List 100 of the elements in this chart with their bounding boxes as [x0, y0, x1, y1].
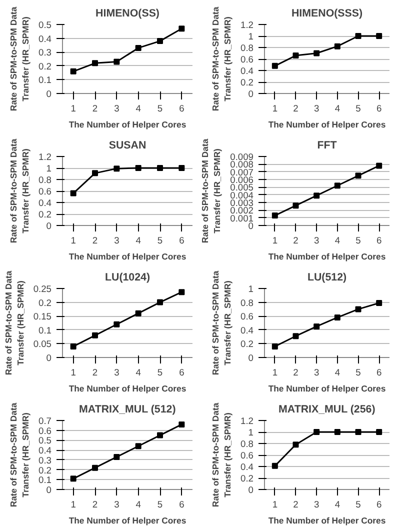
x-tick-label: 6 — [376, 236, 382, 246]
x-tick-label: 2 — [92, 500, 98, 510]
y-tick-label: 0.3 — [38, 455, 52, 466]
chart-title: FFT — [317, 140, 338, 152]
y-tick-label: 0 — [248, 221, 254, 231]
y-tick-label: 0 — [46, 353, 52, 363]
x-tick-label: 5 — [157, 236, 163, 246]
y-tick-label: 0.2 — [240, 339, 254, 350]
chart-title: LU(1024) — [104, 272, 150, 284]
x-axis-title: The Number of Helper Cores — [68, 384, 186, 394]
y-tick-label: 0.007 — [230, 167, 254, 178]
y-axis-title: Rate of SPM-to-SPM Data Transfer (HR_SPMR) — [210, 270, 233, 376]
chart-title: HIMENO(SSS) — [291, 8, 363, 20]
x-tick-label: 3 — [114, 368, 120, 378]
x-tick-label: 6 — [376, 104, 382, 114]
x-tick-label: 5 — [157, 500, 163, 510]
y-tick-label: 0.4 — [38, 34, 52, 44]
x-tick-label: 3 — [314, 236, 320, 246]
y-tick-label: 1.2 — [38, 152, 52, 162]
x-tick-label: 6 — [376, 368, 382, 378]
x-tick-label: 4 — [334, 368, 340, 378]
x-axis-title: The Number of Helper Cores — [268, 252, 386, 262]
y-tick-label: 0.2 — [38, 61, 52, 72]
x-tick-label: 1 — [272, 368, 278, 378]
x-tick-label: 4 — [334, 104, 340, 114]
y-tick-label: 0.4 — [38, 198, 52, 208]
y-axis-title: Rate of SPM-to-SPM Data Transfer (HR_SPMR) — [200, 138, 222, 244]
y-tick-label: 1 — [248, 428, 254, 438]
y-tick-label: 0 — [46, 221, 52, 231]
x-tick-label: 1 — [272, 104, 278, 114]
x-tick-label: 1 — [70, 104, 76, 114]
x-tick-label: 1 — [272, 236, 278, 246]
y-tick-label: 0.6 — [240, 54, 254, 64]
y-tick-label: 0.6 — [240, 450, 254, 460]
y-axis-title: Rate of SPM-to-SPM Data Transfer (HR_SPMR) — [8, 402, 31, 508]
x-tick-label: 3 — [114, 236, 120, 246]
y-tick-label: 0 — [46, 485, 52, 495]
y-tick-label: 0.004 — [230, 190, 254, 200]
y-tick-label: 0.2 — [38, 465, 52, 476]
x-tick-label: 3 — [314, 500, 320, 510]
y-tick-label: 0.4 — [240, 462, 254, 472]
x-tick-label: 4 — [136, 500, 141, 510]
y-tick-label: 1 — [248, 32, 254, 42]
y-tick-label: 0.008 — [230, 160, 254, 170]
x-tick-label: 4 — [136, 104, 141, 114]
x-tick-label: 5 — [356, 104, 361, 114]
chart-title: SUSAN — [108, 140, 146, 152]
x-tick-label: 4 — [334, 236, 340, 246]
x-tick-label: 2 — [293, 500, 298, 510]
y-tick-label: 0.6 — [240, 312, 254, 322]
y-tick-label: 0.006 — [230, 175, 254, 185]
y-tick-label: 0.002 — [230, 206, 254, 216]
x-axis-title: The Number of Helper Cores — [268, 120, 386, 130]
x-tick-label: 5 — [356, 500, 361, 510]
y-tick-label: 0 — [248, 89, 254, 99]
y-tick-label: 0.2 — [240, 78, 254, 88]
y-tick-label: 0.003 — [230, 198, 254, 208]
x-axis-title: The Number of Helper Cores — [68, 516, 186, 526]
x-axis-title: The Number of Helper Cores — [268, 516, 386, 526]
x-tick-label: 6 — [179, 236, 184, 246]
y-tick-label: 1.2 — [240, 416, 254, 426]
y-tick-label: 0.6 — [38, 186, 52, 196]
chart-title: MATRIX_MUL (256) — [278, 404, 376, 416]
y-tick-label: 0.8 — [240, 298, 254, 308]
x-tick-label: 4 — [334, 500, 340, 510]
x-tick-label: 1 — [70, 500, 76, 510]
y-tick-label: 0.6 — [38, 426, 52, 436]
y-tick-label: 0.001 — [230, 213, 254, 224]
y-axis-title: Rate of SPM-to-SPM Data Transfer (HR_SPMR) — [210, 402, 233, 508]
x-tick-label: 6 — [179, 500, 184, 510]
y-tick-label: 0.1 — [38, 75, 52, 86]
y-tick-label: 0.8 — [240, 439, 254, 449]
y-axis-title: Rate of SPM-to-SPM Data Transfer (HR_SPMR) — [3, 270, 26, 376]
y-tick-label: 0.25 — [33, 284, 52, 294]
y-tick-label: 0.7 — [38, 416, 52, 426]
chart-title: MATRIX_MUL (512) — [79, 404, 176, 416]
y-tick-label: 1 — [46, 164, 52, 174]
y-tick-label: 0.05 — [33, 339, 52, 350]
x-tick-label: 2 — [293, 104, 298, 114]
x-tick-label: 2 — [293, 368, 298, 378]
x-axis-title: The Number of Helper Cores — [68, 252, 186, 262]
x-tick-label: 5 — [157, 104, 163, 114]
x-tick-label: 3 — [314, 368, 320, 378]
y-axis-title: Rate of SPM-to-SPM Data Transfer (HR_SPMR) — [8, 6, 31, 112]
y-tick-label: 0.2 — [240, 474, 254, 484]
y-tick-label: 0.4 — [38, 446, 52, 456]
y-tick-label: 0 — [248, 485, 254, 495]
y-axis-title: Rate of SPM-to-SPM Data Transfer (HR_SPMR) — [210, 6, 233, 112]
x-tick-label: 6 — [376, 500, 382, 510]
x-tick-label: 1 — [70, 236, 76, 246]
y-tick-label: 0.2 — [38, 298, 52, 308]
x-tick-label: 5 — [356, 236, 361, 246]
chart-title: HIMENO(SS) — [96, 8, 160, 20]
x-tick-label: 4 — [136, 368, 141, 378]
x-tick-label: 2 — [92, 368, 98, 378]
y-tick-label: 0.8 — [38, 175, 52, 185]
y-tick-label: 0.1 — [38, 325, 52, 336]
y-tick-label: 0.4 — [240, 325, 254, 336]
x-tick-label: 3 — [314, 104, 320, 114]
x-tick-label: 4 — [136, 236, 141, 246]
